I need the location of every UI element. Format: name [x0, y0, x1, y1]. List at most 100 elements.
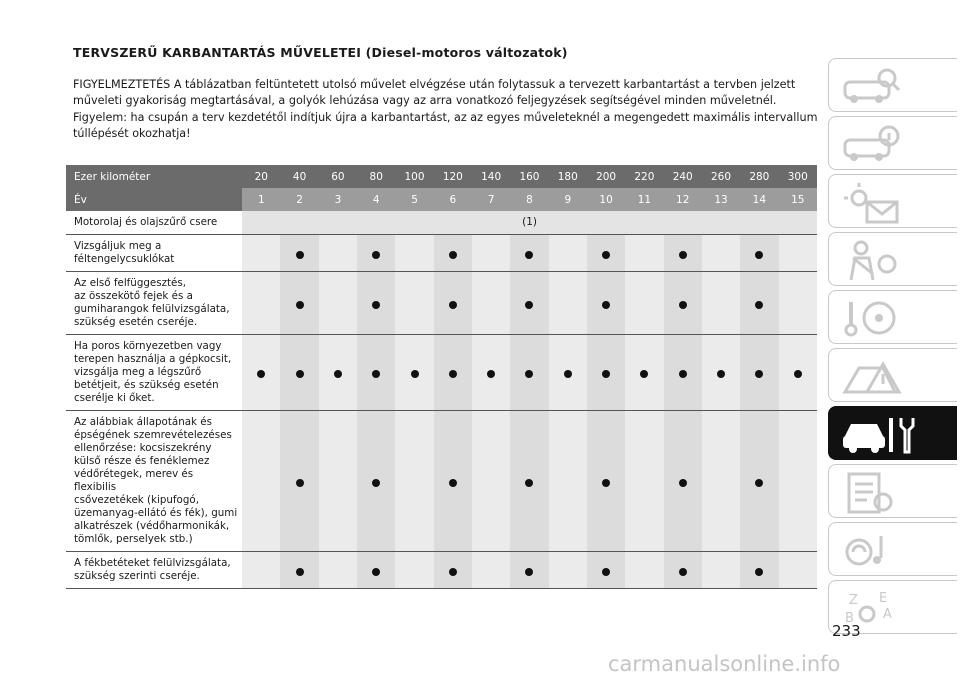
interval-cell — [395, 334, 434, 411]
service-dot — [755, 250, 764, 259]
interval-cell — [778, 234, 817, 272]
interval-cell — [701, 234, 741, 272]
service-dot — [755, 567, 764, 576]
year-header-cell: 3 — [318, 188, 358, 211]
chapter-tab[interactable] — [828, 464, 957, 518]
table-row: Ha poros környezetben vagy terepen haszn… — [66, 334, 817, 411]
interval-cell — [242, 234, 281, 272]
watermark: carmanualsonline.info — [608, 652, 841, 676]
interval-cell — [778, 271, 817, 335]
row-label: Az alábbiak állapotának és épségének sze… — [66, 410, 243, 552]
km-header-cell: 160 — [510, 165, 549, 188]
row-label: Vizsgáljuk meg a féltengelycsuklókat — [66, 234, 243, 272]
year-header-cell: 9 — [548, 188, 587, 211]
interval-cell — [318, 410, 358, 552]
row-label: Az első felfüggesztés, az összekötő feje… — [66, 271, 243, 335]
km-header-cell: 280 — [740, 165, 779, 188]
interval-cell — [586, 334, 626, 411]
year-header-cell: 15 — [778, 188, 817, 211]
interval-cell — [778, 334, 817, 411]
service-dot — [295, 567, 304, 576]
service-dot — [602, 370, 611, 378]
chapter-tab[interactable] — [828, 522, 957, 576]
chapter-tab[interactable] — [828, 232, 957, 286]
service-dot — [333, 370, 342, 378]
km-header-cell: 120 — [433, 165, 472, 188]
service-dot — [602, 567, 611, 576]
km-header-cell: 60 — [318, 165, 358, 188]
interval-cell — [663, 271, 702, 335]
km-header-cell: 180 — [548, 165, 587, 188]
service-dot — [678, 300, 687, 309]
service-dot — [678, 370, 687, 378]
year-header-row: Év 1 2 3 4 5 6 7 8 9 10 11 12 13 14 15 — [66, 188, 817, 211]
interval-cell — [701, 410, 741, 552]
service-dot — [295, 370, 304, 378]
service-dot — [525, 370, 534, 378]
service-dot — [372, 300, 381, 309]
table-row: A fékbetéteket felülvizsgálata, szükség … — [66, 551, 817, 589]
interval-cell — [472, 334, 511, 411]
interval-cell — [625, 334, 664, 411]
interval-cell — [740, 271, 779, 335]
interval-cell — [740, 234, 779, 272]
year-header-cell: 10 — [586, 188, 626, 211]
km-header-cell: 220 — [625, 165, 664, 188]
interval-cell — [510, 410, 549, 552]
interval-cell — [548, 551, 587, 589]
interval-cell — [663, 334, 702, 411]
interval-cell — [625, 410, 664, 552]
interval-cell — [586, 234, 626, 272]
page-number: 233 — [832, 622, 861, 640]
chapter-tab[interactable] — [828, 406, 957, 460]
interval-cell — [586, 410, 626, 552]
year-header-cell: 6 — [433, 188, 472, 211]
interval-cell — [395, 271, 434, 335]
interval-cell — [357, 234, 396, 272]
service-dot — [257, 370, 266, 378]
service-dot — [525, 300, 534, 309]
page-title: TERVSZERŰ KARBANTARTÁS MŰVELETEI (Diesel… — [73, 45, 568, 60]
table-row: Vizsgáljuk meg a féltengelycsuklókat — [66, 234, 817, 272]
interval-cell — [510, 551, 549, 589]
service-dot — [372, 478, 381, 487]
interval-cell — [472, 551, 511, 589]
service-dot — [525, 478, 534, 487]
service-dot — [755, 300, 764, 309]
chapter-tab[interactable] — [828, 174, 957, 228]
chapter-tab[interactable] — [828, 116, 957, 170]
interval-cell — [318, 551, 358, 589]
interval-cell — [318, 271, 358, 335]
chapter-tab[interactable] — [828, 58, 957, 112]
interval-cell — [510, 271, 549, 335]
interval-cell — [740, 334, 779, 411]
interval-cell — [625, 551, 664, 589]
service-dot — [793, 370, 802, 378]
interval-cell — [586, 551, 626, 589]
year-header-cell: 8 — [510, 188, 549, 211]
year-header-cell: 5 — [395, 188, 434, 211]
interval-cell — [433, 551, 472, 589]
service-dot — [372, 567, 381, 576]
interval-cell — [433, 271, 472, 335]
service-dot — [295, 300, 304, 309]
row-label: A fékbetéteket felülvizsgálata, szükség … — [66, 551, 243, 589]
service-dot — [602, 250, 611, 259]
interval-cell — [242, 334, 281, 411]
interval-cell — [701, 334, 741, 411]
service-dot — [487, 370, 496, 378]
interval-cell — [625, 234, 664, 272]
chapter-tab[interactable] — [828, 348, 957, 402]
interval-cell — [395, 551, 434, 589]
row-label: Motorolaj és olajszűrő csere — [66, 211, 243, 235]
service-dot — [295, 250, 304, 259]
interval-cell — [778, 551, 817, 589]
warning-paragraph: FIGYELMEZTETÉS A táblázatban feltüntetet… — [73, 78, 818, 140]
interval-cell — [433, 334, 472, 411]
km-header-cell: 40 — [280, 165, 319, 188]
chapter-tab[interactable]: Z E B A — [828, 580, 957, 634]
year-header-cell: 12 — [663, 188, 702, 211]
interval-cell — [280, 234, 319, 272]
chapter-tab[interactable] — [828, 290, 957, 344]
interval-cell — [548, 410, 587, 552]
